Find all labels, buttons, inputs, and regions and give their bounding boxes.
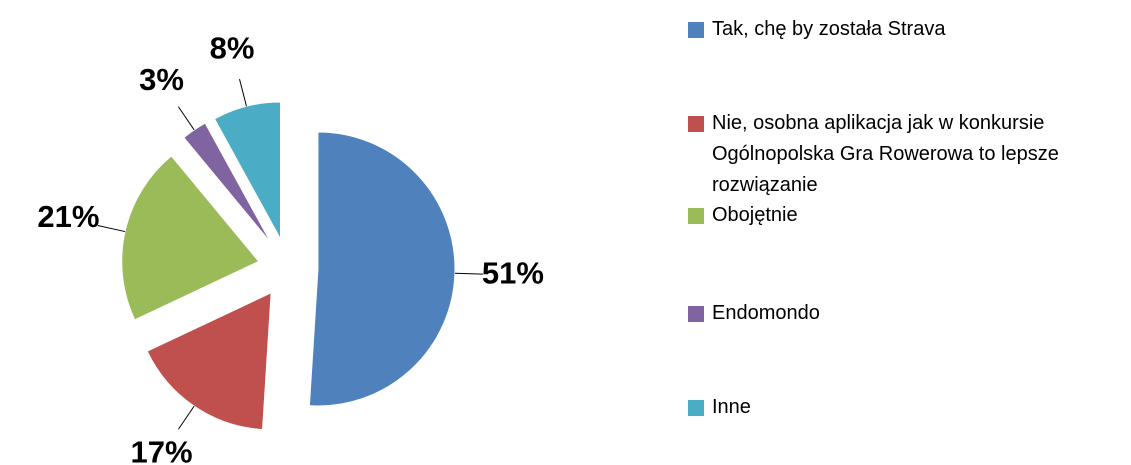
legend-item: Inne (688, 392, 1128, 423)
data-label: 51% (482, 255, 544, 290)
data-label: 3% (139, 62, 184, 97)
legend-item: Obojętnie (688, 200, 1128, 231)
leader-line (177, 405, 195, 430)
chart: 51% 17% 21% 3% 8% (37, 30, 544, 465)
legend-swatch (688, 116, 704, 132)
legend-label: Obojętnie (712, 204, 798, 226)
legend-swatch (688, 400, 704, 416)
legend-swatch (688, 306, 704, 322)
data-label: 17% (131, 434, 193, 465)
legend-label: Endomondo (712, 302, 820, 324)
legend-swatch (688, 208, 704, 224)
leader-line (177, 106, 195, 131)
leader-line (97, 224, 126, 233)
pie-slice (121, 155, 260, 321)
legend-label: Tak, chę by została Strava (712, 18, 946, 40)
legend-item: Tak, chę by została Strava (688, 14, 1128, 45)
legend-item: Nie, osobna aplikacja jak w konkursie Og… (688, 108, 1128, 201)
data-label: 8% (210, 30, 255, 65)
legend-label: Inne (712, 396, 751, 418)
legend-swatch (688, 22, 704, 38)
leader-line (454, 272, 483, 275)
pie-slice (146, 291, 272, 431)
data-label: 21% (37, 199, 99, 234)
leader-line (239, 79, 247, 107)
legend-label: Nie, osobna aplikacja jak w konkursie Og… (712, 112, 1059, 196)
pie-slice (213, 101, 282, 240)
legend-item: Endomondo (688, 298, 1128, 329)
pie-slice (308, 131, 456, 407)
